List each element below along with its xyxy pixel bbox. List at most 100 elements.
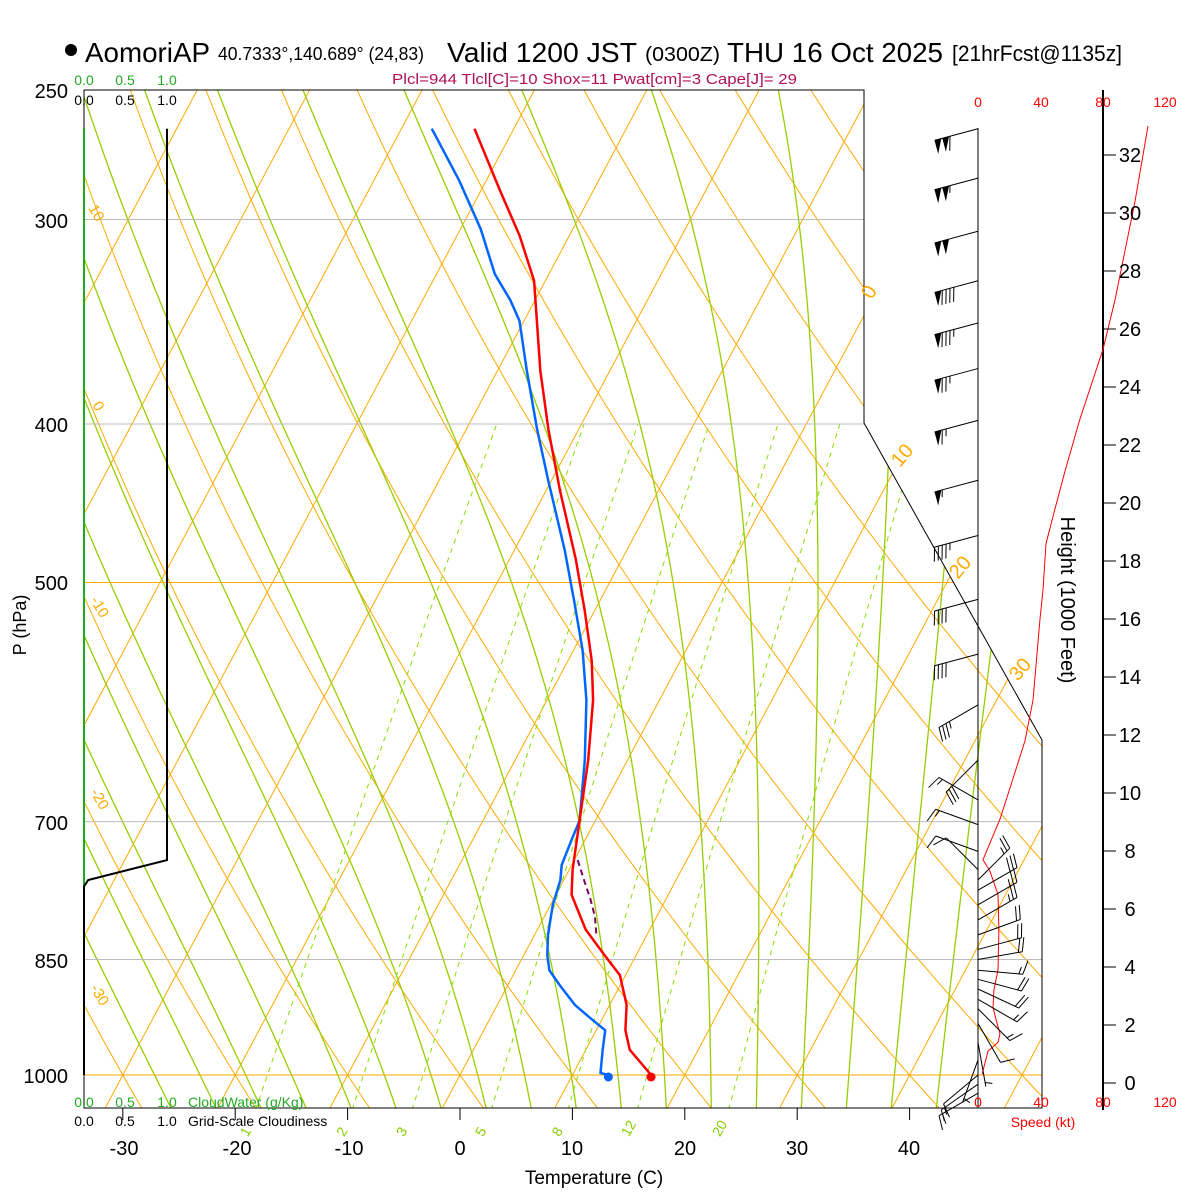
height-tick-label: 32 — [1119, 145, 1141, 167]
barb-staff — [977, 969, 1023, 975]
barb-full — [1009, 870, 1014, 885]
cloud-water-tick: 1.0 — [157, 1094, 177, 1110]
barb-half — [1006, 1033, 1014, 1039]
height-tick-label: 2 — [1124, 1015, 1135, 1037]
isotherm-line — [1003, 90, 1042, 1108]
dry-adiabat-label: 0 — [89, 399, 108, 415]
wind-speed-profile — [981, 125, 1149, 1075]
moist-adiabat-line — [645, 90, 760, 1108]
wind-barb — [943, 1074, 979, 1118]
sounding-data — [430, 125, 1149, 1082]
barb-staff — [934, 177, 979, 191]
cloud-water-tick: 0.0 — [74, 1094, 94, 1110]
wind-barb — [934, 177, 979, 204]
barb-staff — [977, 867, 1018, 891]
barb-half — [1000, 847, 1005, 855]
valid-date: THU 16 Oct 2025 — [727, 37, 943, 68]
barb-pennant — [934, 138, 942, 154]
speed-tick: 80 — [1095, 1094, 1111, 1110]
wind-barb — [934, 280, 979, 306]
wind-barb — [926, 808, 979, 826]
barb-staff — [940, 1083, 979, 1111]
barb-staff — [977, 1042, 987, 1087]
height-tick-label: 22 — [1119, 435, 1141, 457]
isotherm-label: 30 — [1005, 654, 1036, 685]
barb-staff — [934, 230, 979, 244]
isotherm-line — [84, 90, 431, 1108]
cloudiness-tick: 1.0 — [157, 92, 177, 108]
isotherm-line — [103, 90, 655, 1108]
barb-pennant — [934, 430, 942, 446]
moist-adiabat-line — [515, 90, 712, 1108]
wind-barb — [934, 479, 979, 506]
height-tick-label: 24 — [1119, 377, 1141, 399]
barb-full — [948, 788, 957, 803]
temperature-tick-label: 30 — [786, 1138, 808, 1160]
barb-full — [926, 808, 937, 822]
wind-barb — [977, 937, 1025, 961]
cloud-scales: 0.0 0.5 1.0 0.0 0.5 1.0 0.0 0.5 1.0 0.0 … — [74, 72, 177, 1129]
moist-adiabat-line — [84, 90, 263, 1108]
speed-tick: 40 — [1033, 94, 1049, 110]
wind-barb — [934, 419, 979, 446]
plot-frame — [83, 89, 1043, 1109]
barb-staff — [935, 835, 979, 852]
station-name: AomoriAP — [85, 37, 210, 68]
wind-barb — [945, 759, 979, 805]
dry-adiabat-line — [84, 90, 486, 1108]
barb-pennant — [934, 332, 942, 349]
moist-adiabat-line — [84, 90, 443, 1108]
moist-adiabat-line — [211, 90, 578, 1108]
moist-adiabat-line — [84, 90, 353, 1108]
mixing-ratio-line — [411, 423, 639, 1108]
dry-adiabat-line — [281, 90, 941, 1108]
barb-full — [1009, 1033, 1023, 1042]
cloudiness-tick: 0.5 — [115, 1113, 135, 1129]
barb-half — [985, 1082, 993, 1084]
height-tick-label: 18 — [1119, 551, 1141, 573]
temperature-ticks — [122, 1108, 911, 1120]
temperature-tick-label: 10 — [561, 1138, 583, 1160]
barb-staff — [945, 837, 979, 870]
height-tick-label: 30 — [1119, 203, 1141, 225]
wind-barb — [977, 1023, 1015, 1063]
cloud-water-label: CloudWater (g/Kg) — [188, 1094, 303, 1110]
barb-full — [938, 727, 944, 742]
mixing-ratio-line — [728, 423, 922, 1108]
barb-full — [926, 835, 937, 849]
barb-full — [1009, 885, 1014, 900]
barb-pennant — [934, 378, 942, 394]
barb-staff — [977, 937, 1022, 950]
surface-dewpoint-marker — [603, 1072, 613, 1082]
temperature-tick-label: -30 — [110, 1138, 139, 1160]
moist-adiabat-line — [84, 90, 308, 1108]
speed-tick: 120 — [1153, 94, 1177, 110]
isotherm-labels: 0 10 20 30 — [857, 282, 1036, 685]
wind-barb — [934, 368, 979, 394]
barb-staff — [938, 704, 979, 728]
speed-axis-title: Speed (kt) — [1011, 1114, 1076, 1130]
wind-barb — [933, 837, 979, 870]
barb-full — [1000, 1058, 1015, 1063]
barb-staff — [977, 951, 1023, 961]
barb-full — [1021, 978, 1030, 992]
barb-staff — [977, 1023, 1001, 1063]
barb-pennant — [934, 290, 942, 306]
mixing-ratio-line — [636, 423, 841, 1108]
barb-full — [943, 1103, 950, 1118]
height-tick-label: 26 — [1119, 319, 1141, 341]
moist-adiabat-line — [890, 90, 984, 1108]
barb-full — [1012, 853, 1018, 868]
barb-full — [945, 723, 950, 738]
cloudiness-tick: 0.5 — [115, 92, 135, 108]
wind-barb — [934, 322, 979, 349]
pressure-tick-label: 850 — [35, 951, 68, 973]
barb-full — [938, 1115, 944, 1130]
wind-barbs — [926, 128, 1030, 1130]
barb-half — [936, 779, 943, 785]
wind-barb — [977, 977, 1030, 992]
barb-pennant — [934, 241, 942, 257]
dry-adiabat-label: 10 — [85, 202, 108, 225]
speed-tick: 120 — [1153, 1094, 1177, 1110]
